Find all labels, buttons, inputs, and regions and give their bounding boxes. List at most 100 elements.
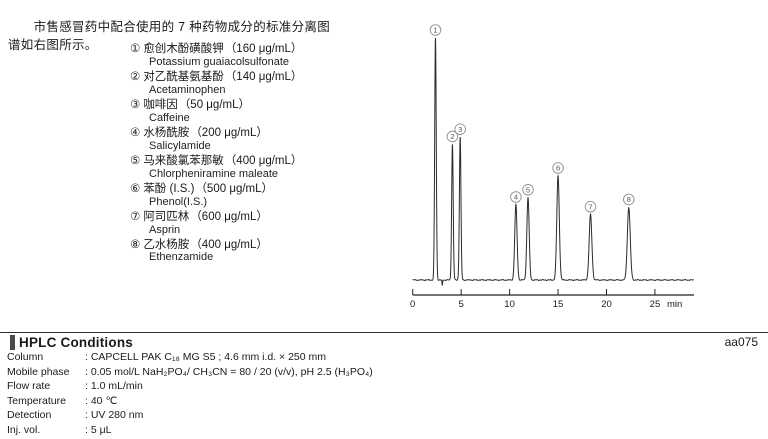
compound-name-en: Potassium guaiacolsulfonate [149, 55, 290, 68]
compound-number: ⑦ [130, 210, 141, 223]
peak-label-number: 6 [556, 164, 560, 173]
peak-label-circle [454, 123, 466, 135]
x-axis-tick-label: 5 [459, 299, 464, 310]
x-axis-tick-label: 15 [553, 299, 564, 310]
compound-concentration: （140 μg/mL） [224, 70, 303, 83]
compound-name-en: Caffeine [149, 111, 190, 124]
compound-name-zh: 水杨酰胺 [143, 126, 190, 139]
compound-number: ① [130, 43, 141, 55]
compound-number: ⑤ [130, 154, 141, 167]
peak-label-number: 8 [627, 195, 631, 204]
compound-line: ④ 水杨酰胺（200 μg/mL） [130, 127, 420, 140]
condition-label: Mobile phase [7, 365, 70, 378]
condition-value: UV 280 nm [90, 409, 144, 422]
compound-number: ⑧ [130, 238, 141, 251]
intro-text: 市售感冒药中配合使用的 7 种药物成分的标准分离图 谱如右图所示。 [8, 19, 330, 53]
compound-line: ⑧ 乙水杨胺（400 μg/mL） [130, 239, 420, 252]
compound-name-zh: 咖啡因 [143, 98, 178, 111]
peak-label-number: 2 [450, 132, 454, 141]
condition-row: Inj. vol.: 5 μL [7, 423, 373, 438]
peak-label-number: 5 [526, 185, 530, 194]
peak-label-circle [446, 130, 459, 143]
condition-value: CAPCELL PAK C₁₈ MG S5 ; 4.6 mm i.d. × 25… [90, 351, 327, 363]
compound-name-en: Phenol(I.S.) [149, 195, 208, 208]
compound-concentration: （500 μg/mL） [195, 182, 274, 195]
peak-label-number: 7 [588, 202, 592, 211]
x-axis-unit-label: min [667, 299, 682, 310]
x-axis-tick-label: 0 [410, 299, 415, 310]
compound-item: ③ 咖啡因（50 μg/mL） Caffeine [130, 99, 420, 124]
compound-item: ④ 水杨酰胺（200 μg/mL） Salicylamide [130, 127, 420, 152]
peak-label-number: 3 [458, 125, 462, 134]
condition-separator: : [85, 351, 91, 363]
compound-name-zh: 阿司匹林 [143, 210, 190, 223]
compound-name-en: Ethenzamide [149, 251, 214, 264]
condition-value: 0.05 mol/L NaH₂PO₄/ CH₃CN = 80 / 20 (v/v… [90, 365, 373, 378]
condition-row: Detection: UV 280 nm [7, 408, 373, 423]
compound-line: ② 对乙酰基氨基酚（140 μg/mL） [130, 71, 420, 84]
conditions-title: HPLC Conditions [19, 335, 133, 350]
condition-label: Temperature [7, 394, 66, 407]
compound-number: ④ [130, 126, 141, 139]
compound-item: ① 愈创木酚磺酸钾（160 μg/mL） Potassium guaiacolsu… [130, 43, 420, 68]
compound-name-zh: 苯酚 (I.S.) [143, 182, 195, 195]
x-axis-tick-label: 25 [650, 299, 661, 310]
condition-row: Flow rate: 1.0 mL/min [7, 379, 373, 394]
condition-separator: : [85, 365, 91, 378]
compound-name-en: Salicylamide [149, 139, 211, 152]
peak-label-number: 1 [433, 26, 437, 35]
compound-line: ⑤ 马来酸氯苯那敏（400 μg/mL） [130, 155, 420, 168]
compound-line: ⑦ 阿司匹林（600 μg/mL） [130, 211, 420, 224]
conditions-table: Column: CAPCELL PAK C₁₈ MG S5 ; 4.6 mm i… [7, 350, 373, 438]
compound-name-zh: 愈创木酚磺酸钾 [143, 43, 224, 55]
condition-label: Flow rate [7, 380, 51, 393]
condition-label: Inj. vol. [7, 423, 41, 436]
compound-item: ⑧ 乙水杨胺（400 μg/mL） Ethenzamide [130, 239, 420, 264]
condition-label: Detection [7, 409, 52, 422]
chromatogram-trace [412, 38, 694, 287]
peak-label-circle [623, 193, 635, 206]
condition-value: 5 μL [90, 423, 112, 436]
hplc-conditions-header: HPLC Conditions [10, 334, 133, 351]
compound-name-zh: 对乙酰基氨基酚 [143, 70, 224, 83]
peak-label-circle [552, 162, 564, 174]
compound-concentration: （50 μg/mL） [178, 98, 250, 111]
compound-concentration: （400 μg/mL） [224, 154, 303, 167]
compound-number: ③ [130, 98, 141, 111]
condition-value: 40 ℃ [90, 394, 118, 407]
condition-label: Column [7, 351, 44, 363]
compound-name-en: Chlorpheniramine maleate [149, 167, 279, 180]
condition-value: 1.0 mL/min [90, 380, 143, 393]
compound-concentration: （160 μg/mL） [224, 43, 303, 55]
condition-separator: : [85, 409, 91, 422]
condition-row: Mobile phase: 0.05 mol/L NaH₂PO₄/ CH₃CN … [7, 365, 373, 380]
compound-name-en: Acetaminophen [149, 83, 226, 96]
compound-concentration: （400 μg/mL） [190, 238, 268, 251]
condition-separator: : [85, 423, 91, 436]
peak-label-circle [429, 24, 442, 36]
header-accent-bar [10, 335, 15, 350]
divider-line [0, 332, 768, 333]
compound-concentration: （200 μg/mL） [190, 126, 268, 139]
compound-item: ⑥ 苯酚 (I.S.)（500 μg/mL） Phenol(I.S.) [130, 183, 420, 208]
compound-item: ② 对乙酰基氨基酚（140 μg/mL） Acetaminophen [130, 71, 420, 96]
chromatogram: 0 5 10 15 20 25 min 1 2 3 4 5 6 7 8 [405, 18, 715, 323]
peak-label-circle [584, 200, 597, 213]
compound-item: ⑦ 阿司匹林（600 μg/mL） Asprin [130, 211, 420, 236]
peak-label-number: 4 [514, 193, 518, 202]
x-axis-tick-label: 10 [504, 299, 515, 310]
x-axis-tick-label: 20 [601, 299, 612, 310]
compound-number: ② [130, 70, 141, 83]
condition-row: Temperature: 40 ℃ [7, 394, 373, 409]
condition-separator: : [85, 380, 91, 393]
compound-concentration: （600 μg/mL） [190, 210, 268, 223]
compound-item: ⑤ 马来酸氯苯那敏（400 μg/mL） Chlorpheniramine mal… [130, 155, 420, 180]
compound-line: ③ 咖啡因（50 μg/mL） [130, 99, 420, 112]
compound-name-en: Asprin [149, 223, 181, 236]
condition-row: Column: CAPCELL PAK C₁₈ MG S5 ; 4.6 mm i… [7, 350, 373, 365]
compound-line: ① 愈创木酚磺酸钾（160 μg/mL） [130, 43, 420, 56]
compound-list: ① 愈创木酚磺酸钾（160 μg/mL） Potassium guaiacolsu… [130, 43, 420, 267]
compound-name-zh: 马来酸氯苯那敏 [143, 154, 224, 167]
